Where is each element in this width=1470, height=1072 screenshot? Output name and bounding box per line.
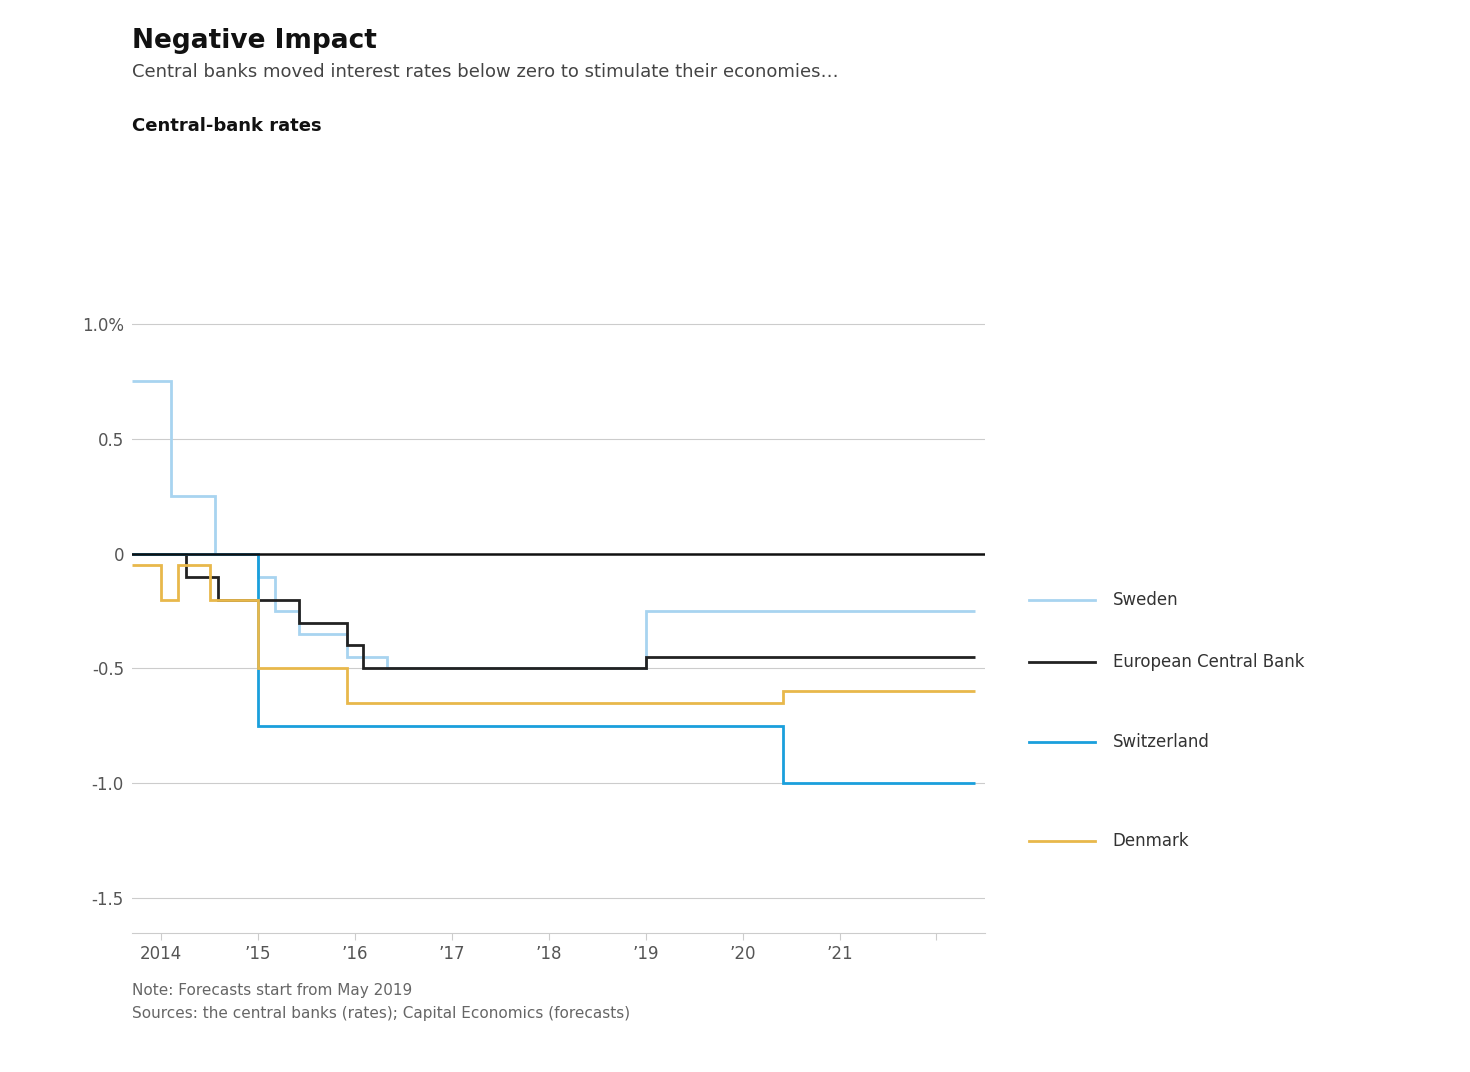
Text: Note: Forecasts start from May 2019: Note: Forecasts start from May 2019 xyxy=(132,983,413,998)
Text: Sweden: Sweden xyxy=(1113,591,1179,609)
Text: Switzerland: Switzerland xyxy=(1113,733,1210,751)
Text: Central-bank rates: Central-bank rates xyxy=(132,117,322,135)
Text: Negative Impact: Negative Impact xyxy=(132,28,378,55)
Text: Denmark: Denmark xyxy=(1113,832,1189,850)
Text: Central banks moved interest rates below zero to stimulate their economies…: Central banks moved interest rates below… xyxy=(132,63,839,81)
Text: European Central Bank: European Central Bank xyxy=(1113,653,1304,671)
Text: Sources: the central banks (rates); Capital Economics (forecasts): Sources: the central banks (rates); Capi… xyxy=(132,1007,631,1022)
